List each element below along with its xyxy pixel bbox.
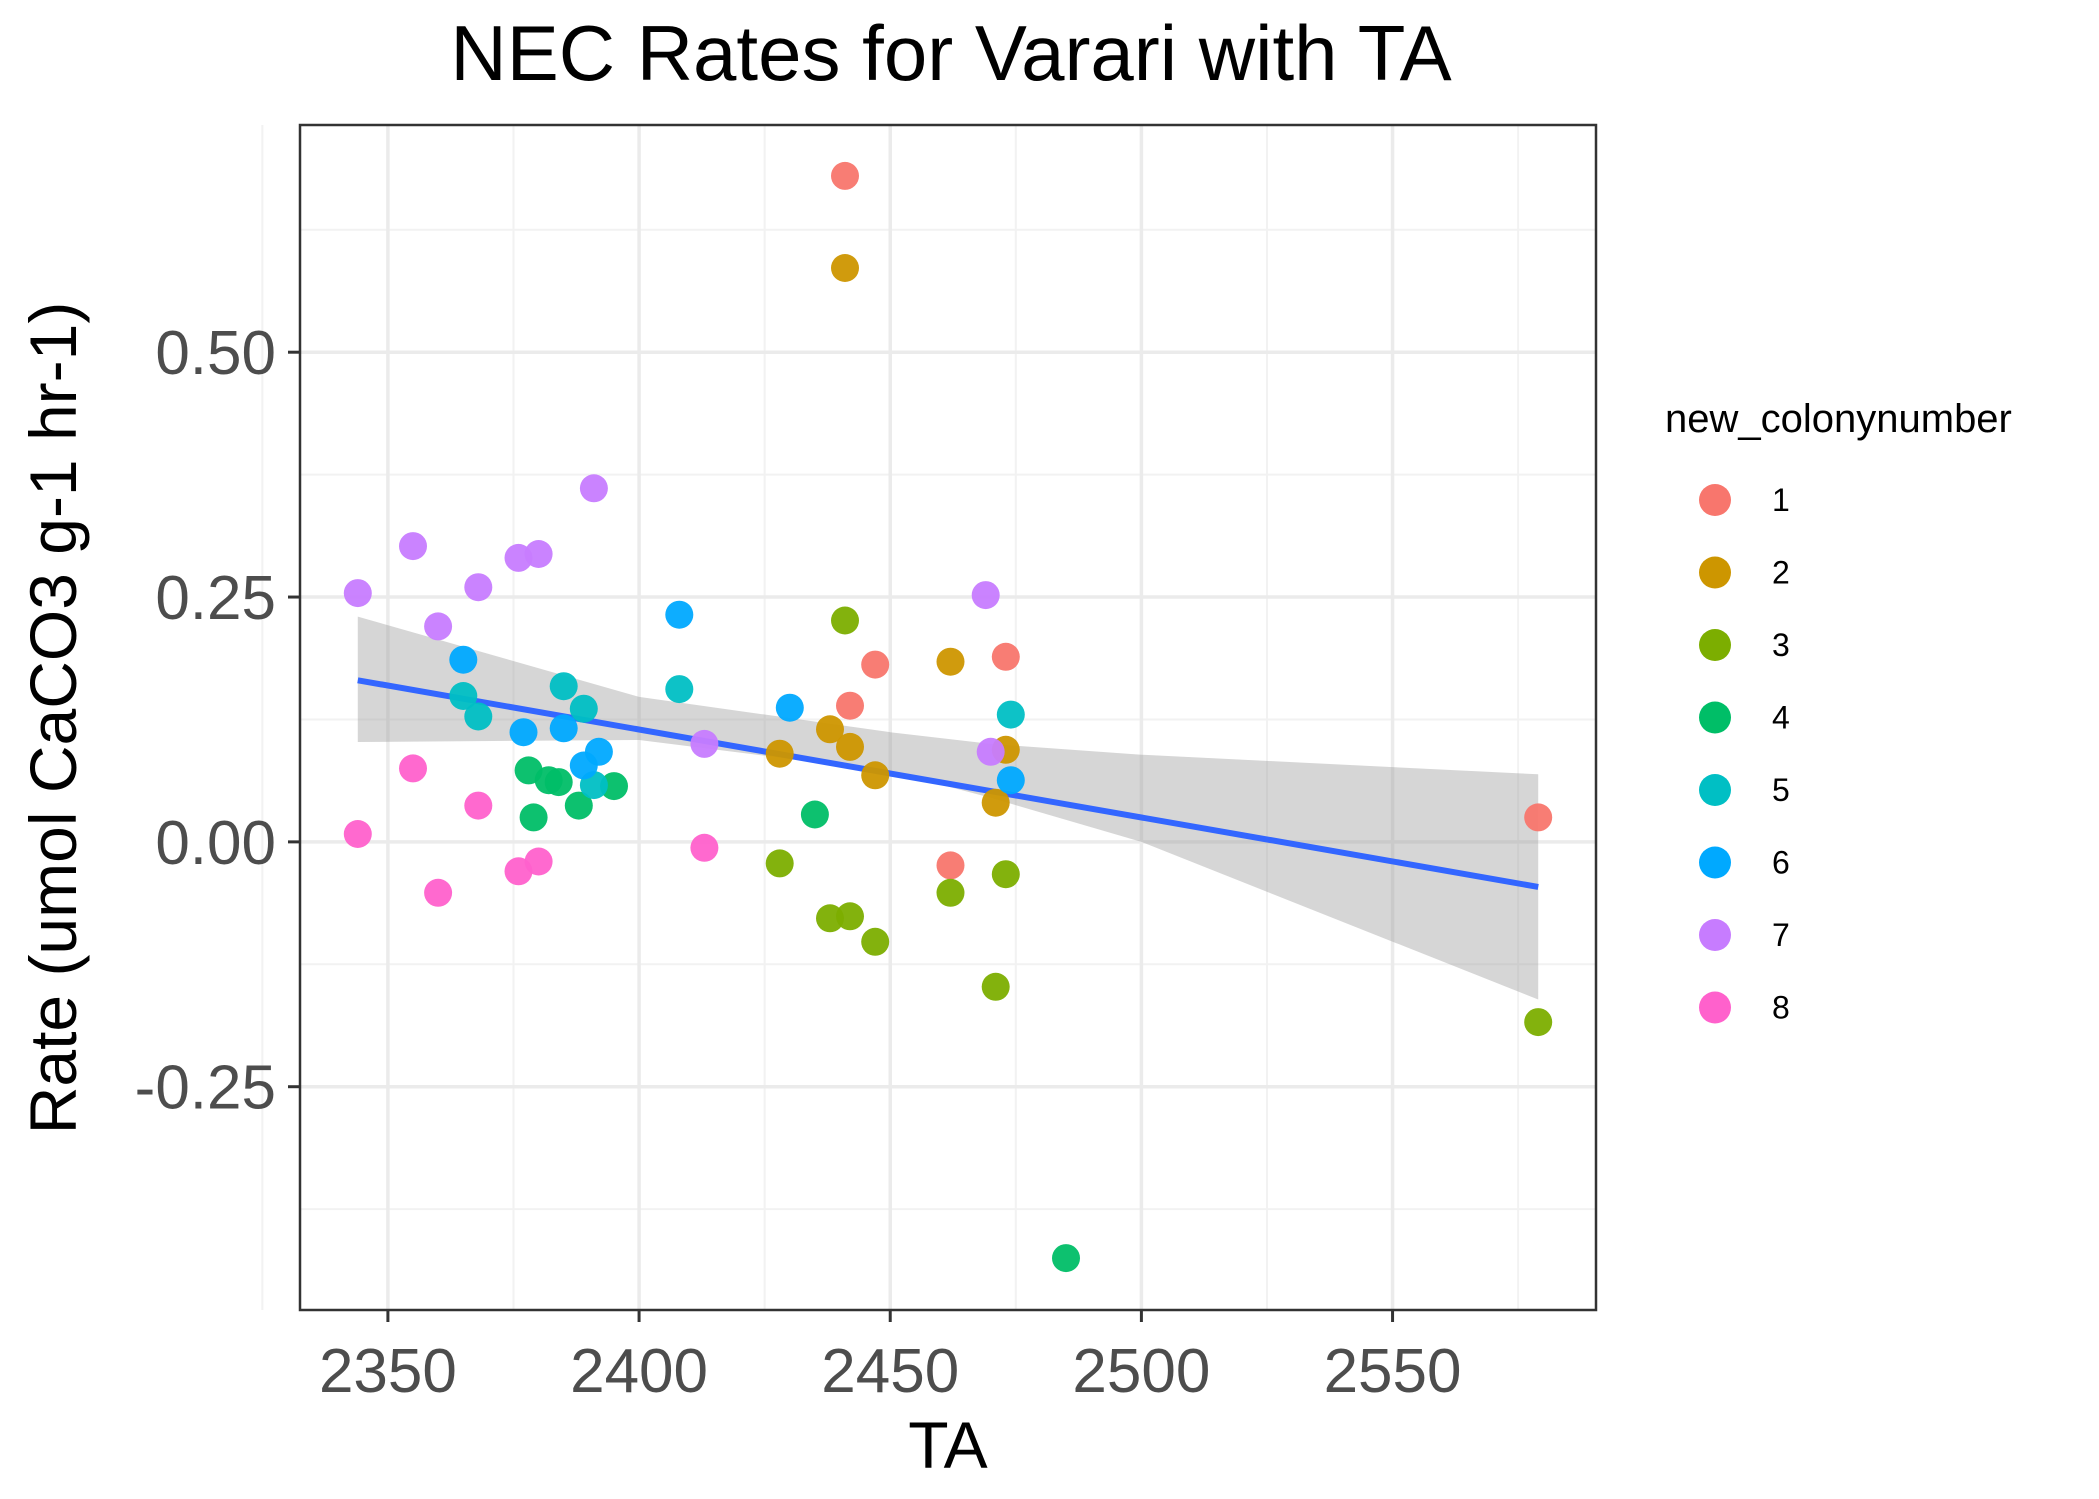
data-point-colony-2 bbox=[816, 715, 844, 744]
data-point-colony-8 bbox=[690, 833, 719, 862]
legend-label-colony-8: 8 bbox=[1772, 990, 1790, 1026]
x-axis-title: TA bbox=[908, 1408, 987, 1482]
legend-key-colony-2 bbox=[1699, 556, 1731, 589]
legend-title: new_colonynumber bbox=[1665, 397, 2012, 441]
data-point-colony-6 bbox=[549, 714, 578, 743]
data-point-colony-3 bbox=[991, 860, 1020, 889]
legend-label-colony-1: 1 bbox=[1772, 482, 1790, 518]
data-point-colony-2 bbox=[861, 761, 890, 790]
data-point-colony-5 bbox=[449, 682, 478, 710]
x-tick-label: 2400 bbox=[570, 1337, 708, 1406]
legend-items: 1 2 3 4 5 6 7 8 bbox=[1699, 482, 1790, 1026]
data-point-colony-8 bbox=[343, 820, 372, 848]
legend-key-colony-7 bbox=[1699, 919, 1731, 951]
chart-title: NEC Rates for Varari with TA bbox=[450, 9, 1451, 97]
legend-key-colony-4 bbox=[1699, 701, 1731, 734]
data-point-colony-3 bbox=[836, 902, 864, 931]
legend-key-colony-3 bbox=[1699, 629, 1731, 661]
data-point-colony-7 bbox=[399, 532, 427, 561]
data-point-colony-2 bbox=[936, 647, 965, 676]
data-point-colony-1 bbox=[936, 851, 965, 880]
y-tick-label: 0.25 bbox=[155, 564, 276, 633]
legend-label-colony-3: 3 bbox=[1772, 627, 1790, 663]
data-point-colony-7 bbox=[971, 581, 1000, 610]
data-point-colony-8 bbox=[464, 791, 493, 820]
grid bbox=[261, 125, 1596, 1310]
data-point-colony-3 bbox=[831, 606, 859, 635]
data-point-colony-8 bbox=[399, 754, 427, 783]
confidence-band-layer bbox=[357, 616, 1539, 1000]
data-point-colony-7 bbox=[690, 729, 719, 758]
data-point-colony-5 bbox=[464, 702, 493, 731]
data-point-colony-3 bbox=[1524, 1008, 1553, 1037]
y-axis: -0.25 0.00 0.25 0.50 bbox=[135, 319, 300, 1123]
data-point-colony-1 bbox=[1524, 803, 1553, 832]
legend-key-colony-1 bbox=[1699, 484, 1731, 516]
data-point-colony-6 bbox=[509, 718, 538, 747]
data-point-colony-5 bbox=[996, 700, 1025, 729]
data-point-colony-6 bbox=[449, 645, 478, 674]
data-point-colony-7 bbox=[424, 612, 453, 641]
data-point-colony-3 bbox=[981, 972, 1010, 1001]
data-point-colony-3 bbox=[861, 927, 890, 956]
data-point-colony-7 bbox=[464, 573, 493, 602]
data-point-colony-2 bbox=[836, 732, 864, 761]
x-tick-label: 2450 bbox=[821, 1337, 959, 1406]
x-tick-label: 2500 bbox=[1072, 1337, 1210, 1406]
data-point-colony-6 bbox=[584, 737, 613, 766]
data-point-colony-5 bbox=[569, 694, 598, 723]
x-tick-label: 2350 bbox=[319, 1337, 457, 1406]
data-point-colony-7 bbox=[524, 540, 553, 568]
data-point-colony-8 bbox=[524, 847, 553, 876]
legend-key-colony-6 bbox=[1699, 846, 1731, 879]
plot-panel-border bbox=[298, 123, 1598, 1312]
data-point-colony-8 bbox=[424, 878, 453, 907]
regression-line-layer bbox=[357, 677, 1539, 890]
data-point-colony-1 bbox=[836, 691, 864, 720]
data-point-colony-3 bbox=[765, 849, 794, 878]
y-tick-label: 0.50 bbox=[155, 319, 276, 388]
legend-label-colony-6: 6 bbox=[1772, 845, 1790, 881]
data-point-colony-5 bbox=[665, 675, 694, 704]
x-axis: 2350 2400 2450 2500 2550 bbox=[319, 1310, 1462, 1406]
data-point-colony-1 bbox=[861, 650, 890, 679]
y-tick-label: -0.25 bbox=[135, 1054, 276, 1123]
regression-line bbox=[357, 677, 1539, 890]
data-point-colony-4 bbox=[1052, 1244, 1080, 1273]
legend-label-colony-2: 2 bbox=[1772, 555, 1790, 591]
data-point-colony-7 bbox=[343, 579, 372, 608]
data-point-colony-2 bbox=[981, 788, 1010, 817]
legend-label-colony-7: 7 bbox=[1772, 917, 1790, 953]
data-point-colony-1 bbox=[831, 161, 859, 190]
data-point-colony-7 bbox=[579, 474, 608, 503]
data-point-colony-4 bbox=[600, 772, 628, 801]
x-tick-label: 2550 bbox=[1324, 1337, 1462, 1406]
data-point-colony-3 bbox=[936, 878, 965, 907]
data-point-colony-4 bbox=[800, 800, 829, 829]
data-point-colony-7 bbox=[976, 737, 1005, 766]
data-point-colony-2 bbox=[831, 254, 859, 282]
legend-label-colony-4: 4 bbox=[1772, 700, 1790, 736]
data-point-colony-1 bbox=[991, 642, 1020, 671]
data-point-colony-4 bbox=[564, 791, 593, 820]
data-point-colony-4 bbox=[519, 803, 548, 832]
legend-key-colony-8 bbox=[1699, 991, 1731, 1024]
data-point-colony-6 bbox=[665, 600, 694, 629]
data-point-colony-2 bbox=[765, 739, 794, 768]
legend-label-colony-5: 5 bbox=[1772, 772, 1790, 808]
data-point-colony-4 bbox=[544, 768, 573, 797]
data-point-colony-6 bbox=[775, 693, 804, 722]
confidence-band bbox=[357, 616, 1539, 1000]
data-points bbox=[343, 161, 1553, 1273]
legend: new_colonynumber 1 2 3 4 5 6 7 8 bbox=[1665, 397, 2012, 1026]
legend-key-colony-5 bbox=[1699, 774, 1731, 806]
data-point-colony-6 bbox=[996, 766, 1025, 795]
y-tick-label: 0.00 bbox=[155, 809, 276, 878]
y-axis-title: Rate (umol CaCO3 g-1 hr-1) bbox=[16, 302, 90, 1135]
data-point-colony-5 bbox=[549, 672, 578, 701]
